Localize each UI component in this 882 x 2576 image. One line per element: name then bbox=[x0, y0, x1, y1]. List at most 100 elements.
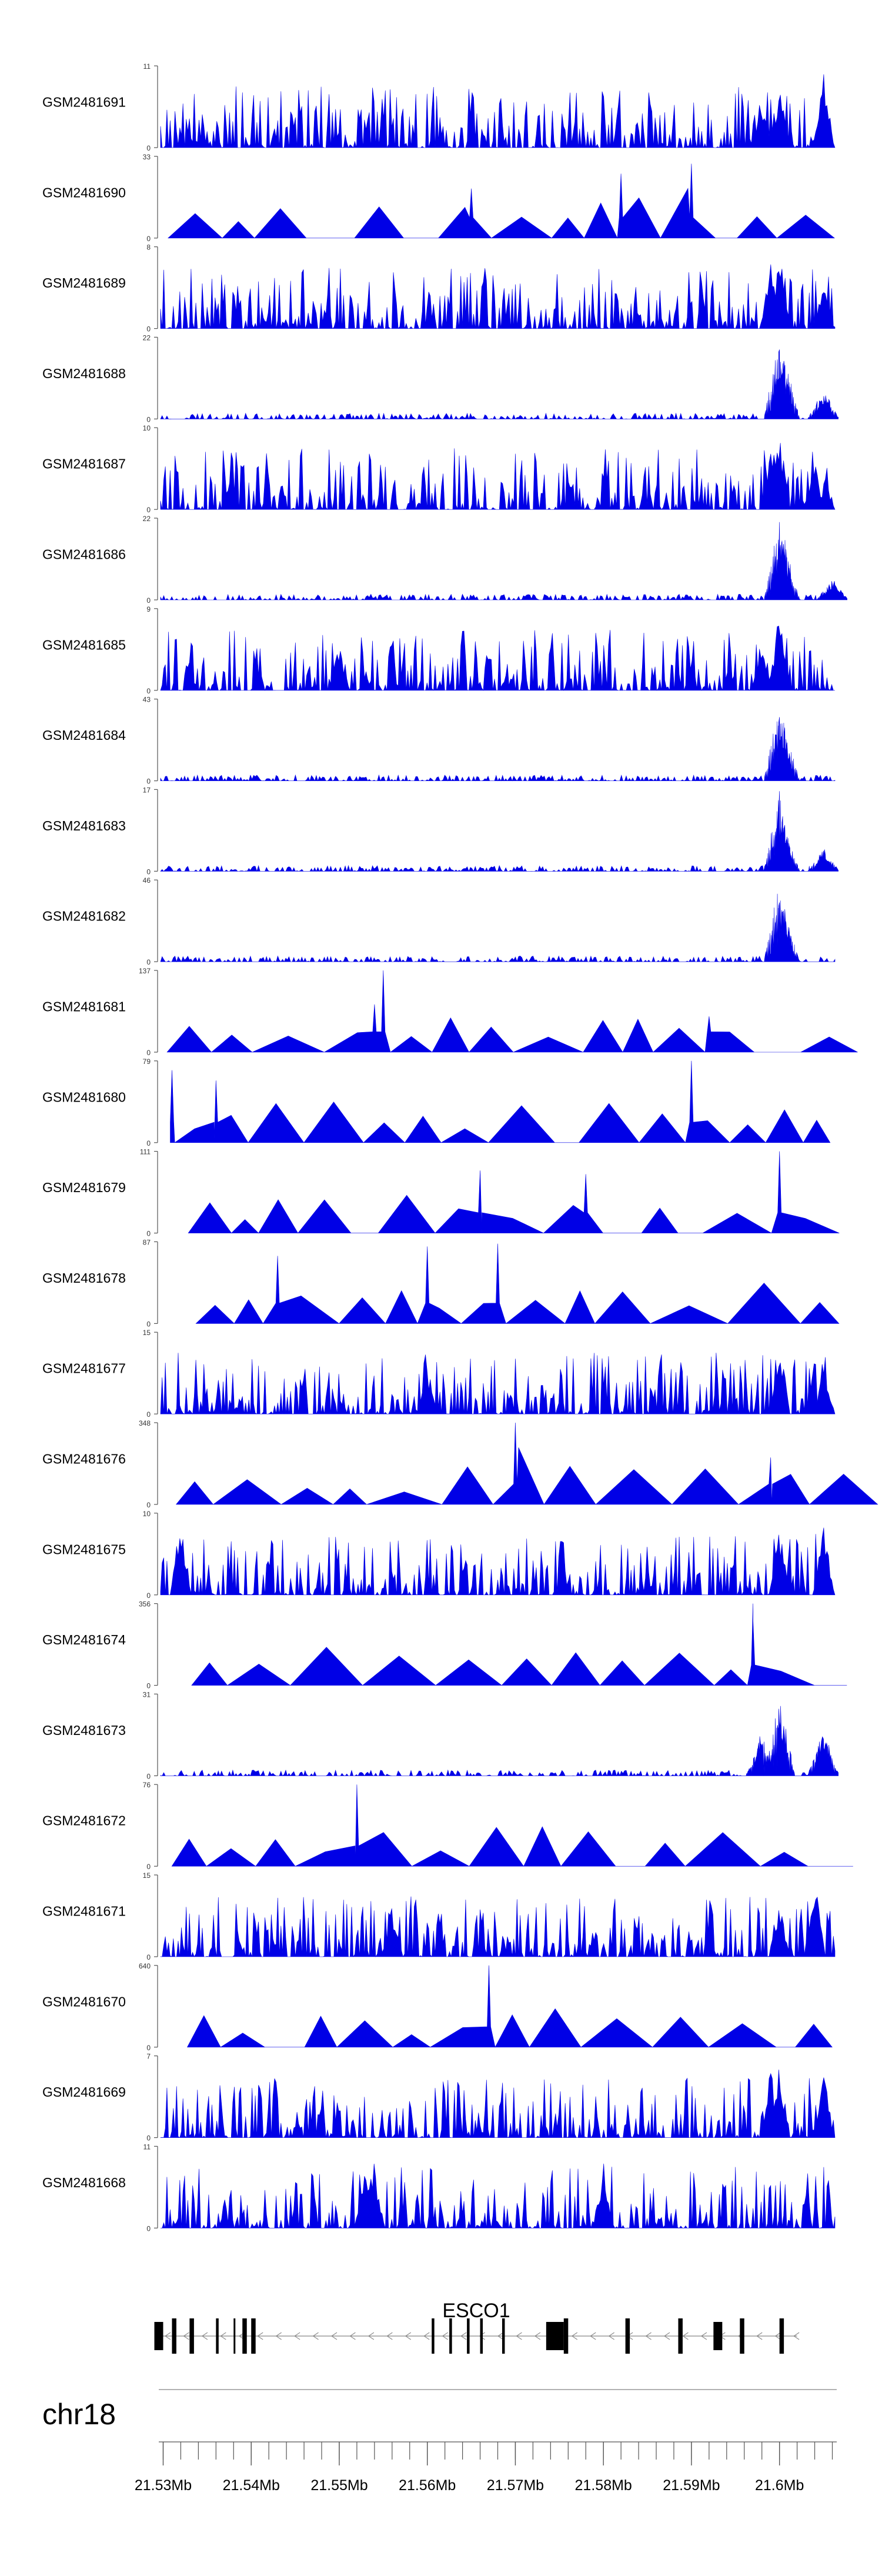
y-axis-max-label: 79 bbox=[143, 1057, 151, 1066]
track-gsm2481672: GSM2481672 76 0 bbox=[42, 1781, 853, 1871]
gene-exon bbox=[189, 2318, 194, 2354]
axis-tick-label: 21.57Mb bbox=[487, 2477, 544, 2494]
y-axis-max-label: 11 bbox=[143, 62, 151, 71]
y-axis-max-label: 9 bbox=[146, 605, 151, 613]
y-axis-max-label: 7 bbox=[146, 2053, 151, 2061]
track-gsm2481668: GSM2481668 11 0 bbox=[42, 2143, 836, 2233]
track-label: GSM2481691 bbox=[42, 95, 126, 110]
coverage-area bbox=[160, 625, 835, 691]
coverage-area bbox=[171, 1784, 853, 1867]
strand-arrow-icon bbox=[645, 2332, 652, 2340]
track-label: GSM2481671 bbox=[42, 1904, 126, 1919]
coverage-area bbox=[160, 443, 836, 510]
track-gsm2481687: GSM2481687 10 0 bbox=[42, 424, 836, 514]
axis-tick-label: 21.55Mb bbox=[310, 2477, 368, 2494]
track-gsm2481684: GSM2481684 43 0 bbox=[42, 696, 836, 786]
y-axis-max-label: 33 bbox=[143, 153, 151, 161]
axis-tick-label: 21.59Mb bbox=[663, 2477, 720, 2494]
coverage-area bbox=[188, 1151, 840, 1234]
y-axis-zero-label: 0 bbox=[146, 1591, 151, 1600]
track-label: GSM2481672 bbox=[42, 1813, 126, 1828]
y-axis-max-label: 87 bbox=[143, 1238, 151, 1246]
gene-exon bbox=[480, 2318, 483, 2354]
track-gsm2481674: GSM2481674 356 0 bbox=[42, 1600, 847, 1690]
y-axis-zero-label: 0 bbox=[146, 2224, 151, 2233]
track-label: GSM2481684 bbox=[42, 728, 126, 743]
genome-axis-track: 21.53Mb 21.54Mb 21.55Mb 21.56Mb 21.57Mb 21.58… bbox=[135, 2441, 837, 2494]
strand-arrow-icon bbox=[516, 2332, 522, 2340]
track-gsm2481678: GSM2481678 87 0 bbox=[42, 1238, 840, 1328]
track-label: GSM2481675 bbox=[42, 1541, 126, 1557]
y-axis-max-label: 640 bbox=[139, 1962, 151, 1970]
gene-exon bbox=[154, 2322, 163, 2350]
gene-exon bbox=[713, 2322, 723, 2350]
y-axis-zero-label: 0 bbox=[146, 778, 151, 786]
strand-arrow-icon bbox=[294, 2332, 300, 2340]
strand-arrow-icon bbox=[275, 2332, 282, 2340]
strand-arrow-icon bbox=[534, 2332, 541, 2340]
strand-arrow-icon bbox=[571, 2332, 578, 2340]
track-label: GSM2481688 bbox=[42, 366, 126, 381]
gene-name-label: ESCO1 bbox=[442, 2300, 510, 2322]
gene-model-track: ESCO1 bbox=[154, 2300, 800, 2354]
coverage-area bbox=[187, 1965, 833, 2048]
track-gsm2481680: GSM2481680 79 0 bbox=[42, 1057, 831, 1147]
y-axis-zero-label: 0 bbox=[146, 958, 151, 966]
track-gsm2481683: GSM2481683 17 0 bbox=[42, 786, 838, 876]
gene-exon bbox=[449, 2318, 452, 2354]
coverage-area bbox=[160, 74, 836, 149]
strand-arrow-icon bbox=[349, 2332, 356, 2340]
y-axis-max-label: 10 bbox=[143, 424, 151, 432]
coverage-area bbox=[191, 1603, 847, 1686]
y-axis-zero-label: 0 bbox=[146, 2134, 151, 2143]
track-gsm2481669: GSM2481669 7 0 bbox=[42, 2053, 836, 2143]
strand-arrow-icon bbox=[460, 2332, 467, 2340]
strand-arrow-icon bbox=[386, 2332, 393, 2340]
axis-tick-label: 21.53Mb bbox=[135, 2477, 192, 2494]
track-gsm2481670: GSM2481670 640 0 bbox=[42, 1962, 833, 2052]
track-label: GSM2481682 bbox=[42, 909, 126, 924]
y-axis-zero-label: 0 bbox=[146, 415, 151, 423]
track-gsm2481691: GSM2481691 11 0 bbox=[42, 62, 836, 152]
coverage-area bbox=[160, 2069, 836, 2138]
y-axis-zero-label: 0 bbox=[146, 1953, 151, 1961]
track-gsm2481679: GSM2481679 111 0 bbox=[42, 1148, 840, 1238]
strand-arrow-icon bbox=[774, 2332, 781, 2340]
strand-arrow-icon bbox=[497, 2332, 504, 2340]
y-axis-max-label: 31 bbox=[143, 1690, 151, 1699]
chromosome-ideogram-track: chr18 bbox=[42, 2389, 837, 2431]
strand-arrow-icon bbox=[700, 2332, 707, 2340]
coverage-area bbox=[160, 1706, 838, 1777]
track-label: GSM2481687 bbox=[42, 456, 126, 472]
strand-arrow-icon bbox=[312, 2332, 319, 2340]
gene-exon bbox=[251, 2318, 256, 2354]
strand-arrow-icon bbox=[183, 2332, 189, 2340]
y-axis-max-label: 8 bbox=[146, 243, 151, 252]
axis-tick-label: 21.6Mb bbox=[755, 2477, 804, 2494]
track-label: GSM2481674 bbox=[42, 1632, 126, 1647]
y-axis-max-label: 10 bbox=[143, 1510, 151, 1518]
track-gsm2481675: GSM2481675 10 0 bbox=[42, 1510, 836, 1600]
gene-exon bbox=[678, 2318, 683, 2354]
coverage-area bbox=[170, 1060, 831, 1143]
axis-tick-label: 21.54Mb bbox=[223, 2477, 280, 2494]
y-axis-max-label: 76 bbox=[143, 1781, 151, 1789]
coverage-area bbox=[161, 2163, 836, 2229]
track-gsm2481685: GSM2481685 9 0 bbox=[42, 605, 835, 695]
coverage-area bbox=[160, 349, 838, 420]
strand-arrow-icon bbox=[423, 2332, 430, 2340]
strand-arrow-icon bbox=[793, 2332, 800, 2340]
track-gsm2481686: GSM2481686 22 0 bbox=[42, 515, 847, 605]
track-label: GSM2481690 bbox=[42, 185, 126, 200]
y-axis-zero-label: 0 bbox=[146, 1682, 151, 1690]
track-gsm2481690: GSM2481690 33 0 bbox=[42, 153, 836, 243]
track-label: GSM2481689 bbox=[42, 275, 126, 291]
track-label: GSM2481683 bbox=[42, 818, 126, 833]
coverage-area bbox=[175, 1422, 878, 1505]
coverage-area bbox=[166, 970, 858, 1053]
coverage-area bbox=[160, 791, 838, 872]
strand-arrow-icon bbox=[368, 2332, 375, 2340]
strand-arrow-icon bbox=[257, 2332, 263, 2340]
track-label: GSM2481686 bbox=[42, 547, 126, 562]
track-gsm2481673: GSM2481673 31 0 bbox=[42, 1690, 838, 1780]
